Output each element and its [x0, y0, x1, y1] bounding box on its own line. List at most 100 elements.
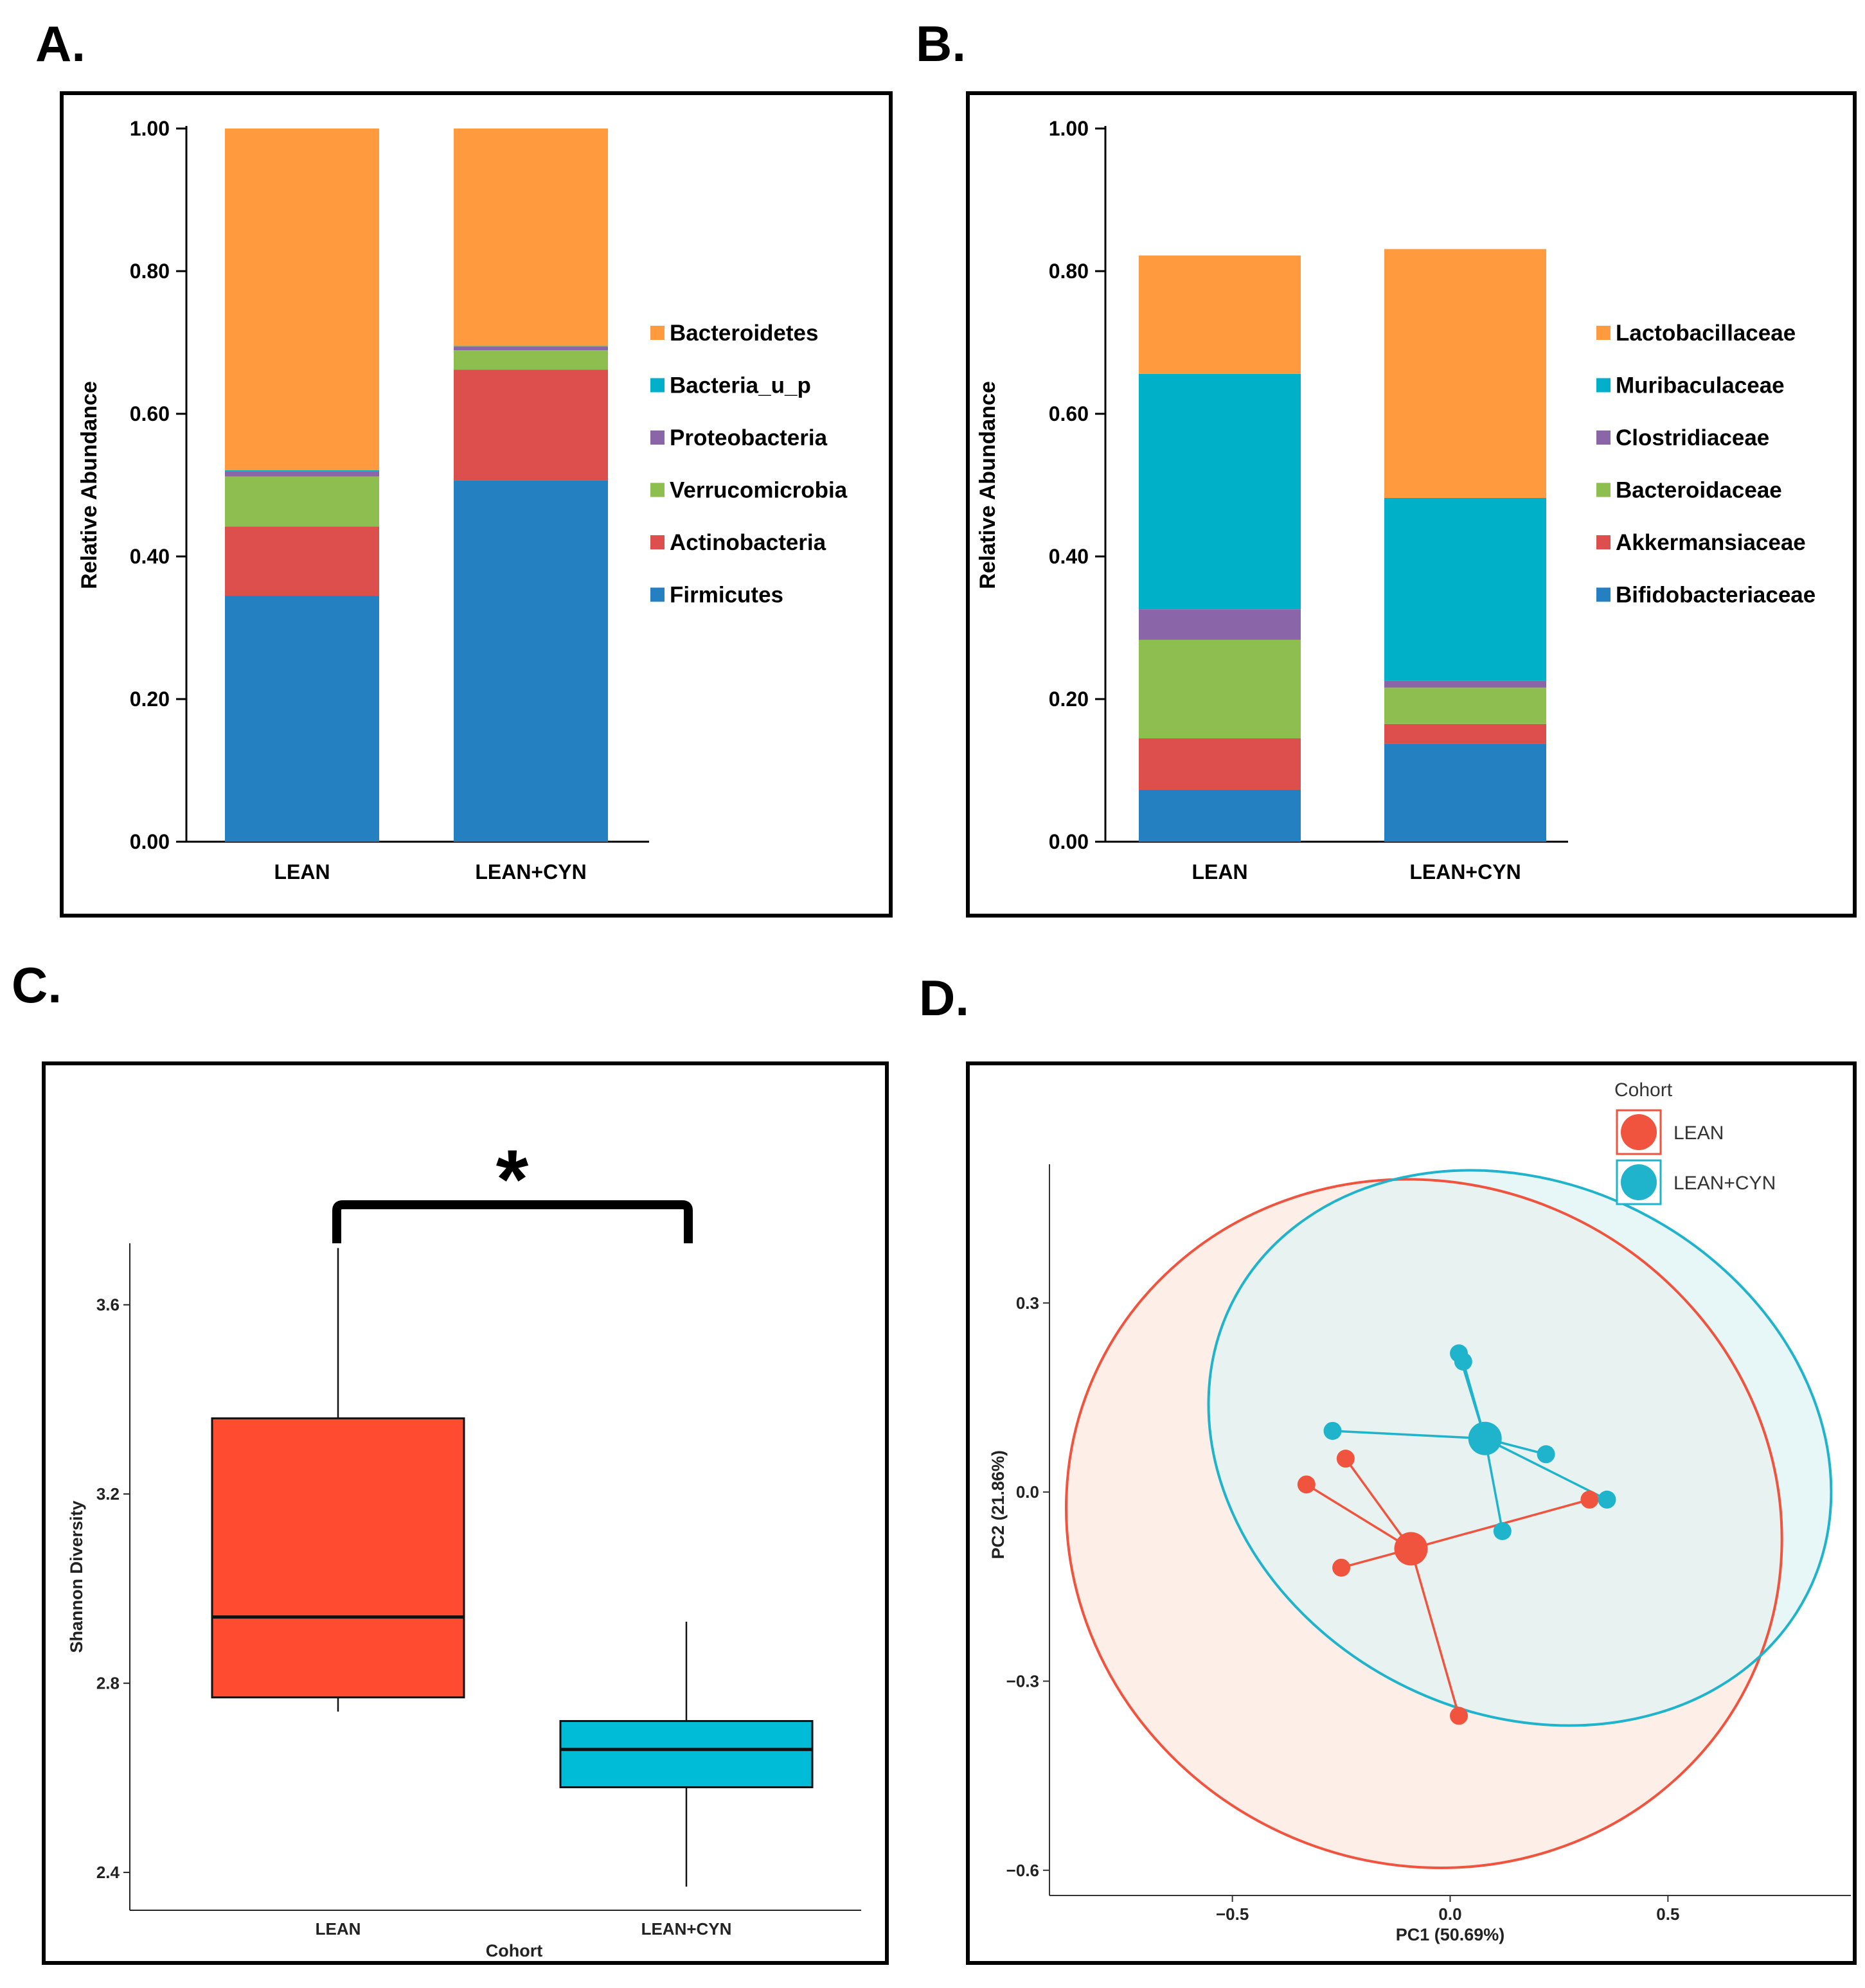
spoke-lean-cyn [1484, 1437, 1608, 1501]
y-tick-label: 2.4 [96, 1863, 120, 1882]
y-tick-label: 0.80 [1049, 260, 1089, 283]
confidence-ellipse-lean-cyn [1207, 1169, 1833, 1727]
y-tick-label: 0.0 [1016, 1482, 1039, 1502]
panel-b-frame [966, 91, 1857, 918]
bar-segment-bacteroidaceae-lean-cyn [1384, 688, 1546, 724]
box-lean [211, 1417, 465, 1699]
legend-swatch-akkermansiaceae [1596, 535, 1611, 549]
y-tick-label: 0.3 [1016, 1293, 1039, 1313]
legend-swatch-bacteroidetes [650, 326, 665, 340]
bar-segment-lactobacillaceae-lean-cyn [1384, 249, 1546, 498]
y-tick-label: 3.2 [96, 1484, 120, 1504]
sample-point-lean [1450, 1707, 1468, 1725]
legend-label-bifidobacteriaceae: Bifidobacteriaceae [1616, 583, 1816, 608]
legend-swatch-proteobacteria [650, 430, 665, 445]
panel-d-pcoa-plot: −0.6 −0.3 0.0 0.3 −0.5 0.0 0.5 PC1 (50.69%) PC2 … [988, 1079, 1851, 1944]
bar-segment-firmicutes-lean-cyn [454, 480, 608, 842]
panel-a-letter: A. [35, 15, 85, 72]
bar-segment-bacteroidaceae-lean [1139, 639, 1301, 739]
y-tick-label: 1.00 [1049, 117, 1089, 140]
legend-label-akkermansiaceae: Akkermansiaceae [1616, 530, 1806, 555]
y-tick-label: 0.40 [1049, 545, 1089, 568]
legend-label-bacteroidaceae: Bacteroidaceae [1616, 478, 1782, 503]
x-axis-title: PC1 (50.69%) [1396, 1925, 1505, 1944]
legend-swatch-lactobacillaceae [1596, 326, 1611, 340]
panel-d-frame [966, 1061, 1857, 1965]
legend-label-bacteroidetes: Bacteroidetes [670, 321, 818, 346]
legend-key-dot-lean-cyn [1621, 1164, 1657, 1200]
bar-segment-bacteria-u-p-lean [225, 470, 379, 472]
panel-b-letter: B. [916, 15, 966, 72]
legend-swatch-bacteria-u-p [650, 378, 665, 393]
bar-segment-firmicutes-lean [225, 596, 379, 842]
y-tick-label: −0.3 [1006, 1671, 1039, 1691]
bar-segment-proteobacteria-lean-cyn [454, 346, 608, 351]
legend-label-verrucomicrobia: Verrucomicrobia [670, 478, 848, 503]
legend-label-lactobacillaceae: Lactobacillaceae [1616, 321, 1796, 346]
panel-d-letter: D. [919, 970, 969, 1026]
legend-title: Cohort [1614, 1079, 1673, 1101]
y-tick-label: 0.40 [130, 545, 170, 568]
bar-segment-actinobacteria-lean [225, 526, 379, 596]
sample-point-lean [1580, 1490, 1599, 1509]
legend-label-bacteria-u-p: Bacteria_u_p [670, 373, 811, 398]
panel-a-frame [60, 91, 893, 918]
legend-label-proteobacteria: Proteobacteria [670, 425, 828, 450]
y-axis-title: Relative Abundance [976, 381, 1000, 589]
y-axis-title: Relative Abundance [77, 381, 102, 589]
bar-segment-bacteroidetes-lean [225, 129, 379, 470]
y-tick-label: 0.00 [130, 830, 170, 853]
bar-segment-actinobacteria-lean-cyn [454, 369, 608, 481]
legend-swatch-actinobacteria [650, 535, 665, 549]
x-tick-label: 0.0 [1438, 1904, 1461, 1924]
sample-point-lean-cyn [1537, 1445, 1555, 1464]
y-tick-label: 0.00 [1049, 830, 1089, 853]
y-tick-label: 0.60 [1049, 402, 1089, 425]
legend-swatch-bacteroidaceae [1596, 483, 1611, 497]
sample-point-lean [1336, 1450, 1355, 1468]
bar-segment-lactobacillaceae-lean [1139, 255, 1301, 374]
y-tick-label: 3.6 [96, 1295, 120, 1315]
legend-label-actinobacteria: Actinobacteria [670, 530, 826, 555]
legend-swatch-firmicutes [650, 587, 665, 602]
panel-c-box-plot: 2.4 2.8 3.2 3.6 LEAN LEAN+CYN Cohort Shannon Di… [67, 1132, 861, 1960]
spoke-lean [1305, 1483, 1412, 1550]
bar-segment-clostridiaceae-lean [1139, 609, 1301, 640]
legend-label-lean-cyn: LEAN+CYN [1673, 1173, 1776, 1194]
sample-point-lean [1332, 1558, 1351, 1577]
bar-segment-bacteroidetes-lean-cyn [454, 129, 608, 346]
panel-b-stacked-bar-chart: 0.00 0.20 0.40 0.60 0.80 1.00 Relative Abundan… [976, 117, 1816, 883]
bar-segment-bacteria-u-p-lean-cyn [454, 346, 608, 347]
sample-point-lean-cyn [1598, 1490, 1616, 1509]
x-tick-label: −0.5 [1216, 1904, 1249, 1924]
y-tick-label: 0.20 [130, 688, 170, 711]
sample-point-lean-cyn [1323, 1421, 1342, 1440]
legend-label-muribaculaceae: Muribaculaceae [1616, 373, 1785, 398]
y-tick-label: 1.00 [130, 117, 170, 140]
bar-segment-clostridiaceae-lean-cyn [1384, 680, 1546, 688]
significance-bracket [332, 1200, 693, 1243]
sample-point-lean-cyn [1493, 1522, 1512, 1540]
y-axis-title: Shannon Diversity [67, 1500, 86, 1653]
spoke-lean [1409, 1548, 1460, 1716]
legend-swatch-bifidobacteriaceae [1596, 587, 1611, 602]
bar-segment-akkermansiaceae-lean [1139, 738, 1301, 790]
y-tick-label: 0.60 [130, 402, 170, 425]
centroid-lean [1394, 1532, 1428, 1566]
bar-segment-bifidobacteriaceae-lean [1139, 789, 1301, 842]
x-tick-label: 0.5 [1656, 1904, 1679, 1924]
legend-label-firmicutes: Firmicutes [670, 583, 783, 608]
spoke-lean [1344, 1458, 1412, 1550]
legend-label-lean: LEAN [1673, 1123, 1724, 1144]
y-tick-label: 0.80 [130, 260, 170, 283]
legend-label-clostridiaceae: Clostridiaceae [1616, 425, 1769, 450]
bar-segment-proteobacteria-lean [225, 471, 379, 477]
x-axis-title: Cohort [486, 1941, 542, 1960]
sample-point-lean [1297, 1475, 1316, 1494]
x-tick-label-lean: LEAN [1191, 860, 1247, 883]
x-tick-label-lean: LEAN [316, 1919, 361, 1939]
bar-segment-verrucomicrobia-lean-cyn [454, 350, 608, 370]
spoke-lean-cyn [1332, 1430, 1485, 1440]
panel-c-frame [42, 1061, 889, 1965]
